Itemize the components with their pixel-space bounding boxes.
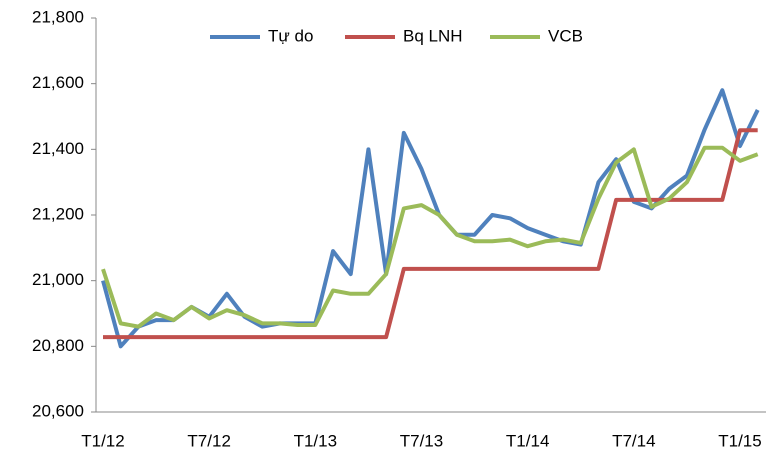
y-tick-label: 21,600	[32, 73, 84, 92]
legend-label: Bq LNH	[403, 26, 463, 45]
x-tick-label: T1/12	[81, 431, 124, 450]
legend-label: Tự do	[268, 26, 313, 45]
x-tick-label: T7/12	[187, 431, 230, 450]
y-tick-label: 21,400	[32, 139, 84, 158]
x-tick-label: T1/15	[718, 431, 761, 450]
x-tick-label: T1/14	[506, 431, 549, 450]
y-tick-label: 21,000	[32, 270, 84, 289]
y-tick-label: 20,600	[32, 401, 84, 420]
series-line	[101, 88, 760, 349]
y-tick-label: 21,200	[32, 204, 84, 223]
y-tick-label: 20,800	[32, 336, 84, 355]
y-tick-label: 21,800	[32, 7, 84, 26]
x-tick-label: T1/13	[294, 431, 337, 450]
x-tick-label: T7/13	[400, 431, 443, 450]
series-line	[103, 128, 758, 340]
series-line	[101, 145, 759, 329]
legend-label: VCB	[548, 26, 583, 45]
x-tick-label: T7/14	[612, 431, 655, 450]
